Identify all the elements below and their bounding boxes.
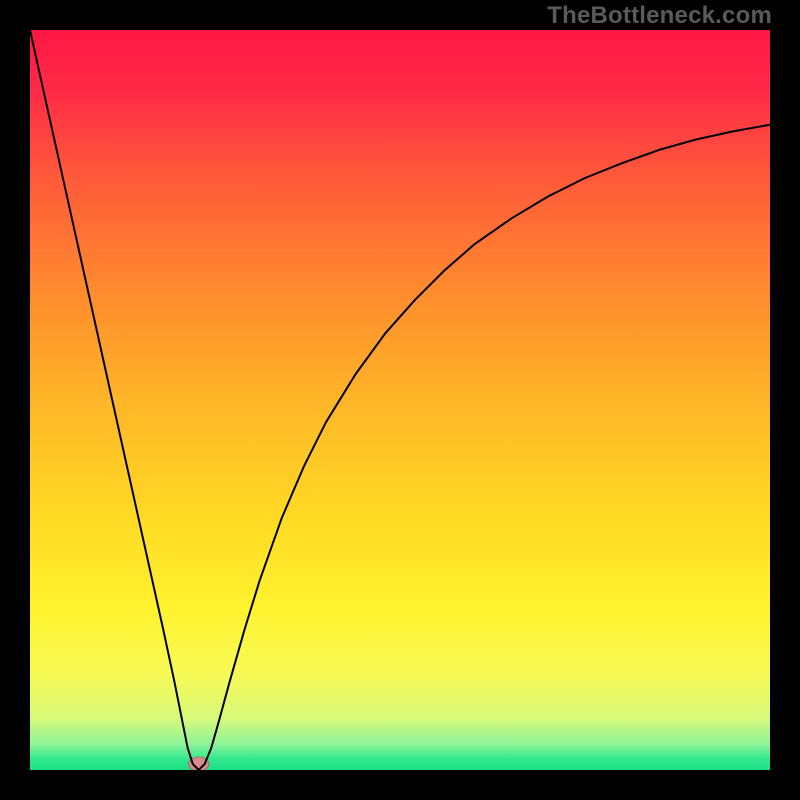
chart-frame: TheBottleneck.com [0, 0, 800, 800]
watermark-text: TheBottleneck.com [547, 2, 772, 30]
chart-svg [30, 30, 770, 770]
chart-background [30, 30, 770, 770]
plot-area [30, 30, 770, 770]
